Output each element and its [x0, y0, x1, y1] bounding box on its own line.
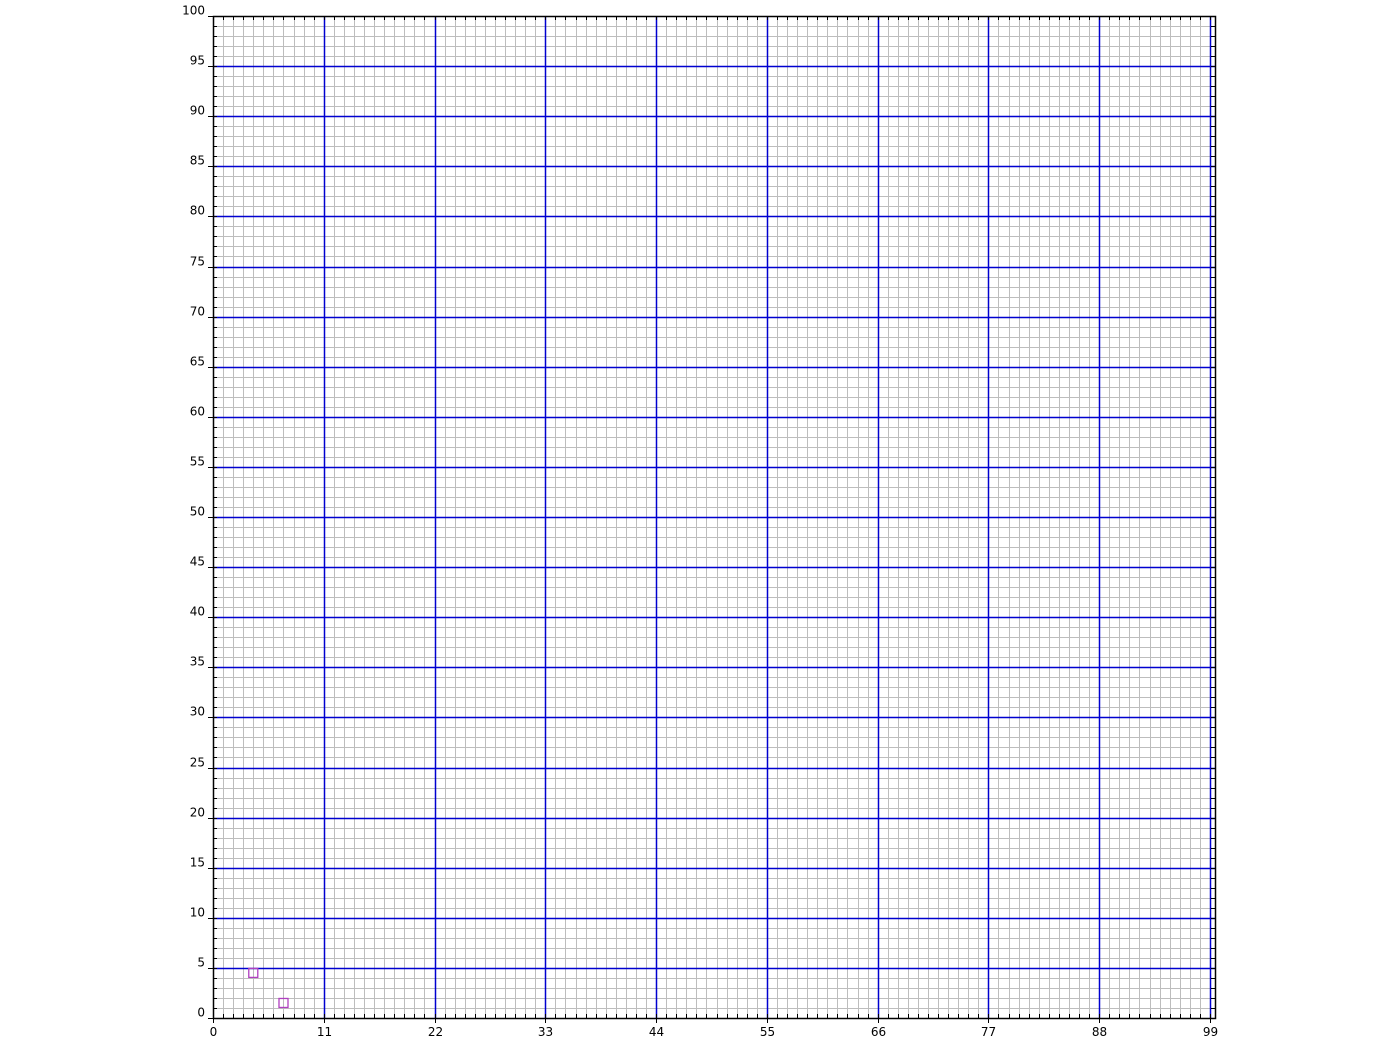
data-point-marker [248, 967, 259, 979]
y-tick-label: 65 [190, 355, 205, 369]
x-tick-label: 33 [538, 1025, 553, 1039]
y-tick-label: 85 [190, 154, 205, 168]
y-tick-label: 25 [190, 756, 205, 770]
data-point-marker [278, 997, 289, 1009]
x-tick-label: 44 [649, 1025, 664, 1039]
y-tick-label: 80 [190, 204, 205, 218]
x-tick-label: 0 [210, 1025, 218, 1039]
y-tick-label: 15 [190, 856, 205, 870]
y-tick-label: 45 [190, 555, 205, 569]
y-tick-label: 70 [190, 305, 205, 319]
x-tick-label: 77 [981, 1025, 996, 1039]
x-tick-label: 22 [428, 1025, 443, 1039]
y-tick-label: 40 [190, 605, 205, 619]
x-tick-label: 99 [1203, 1025, 1218, 1039]
y-tick-label: 100 [182, 4, 205, 18]
y-tick-label: 0 [197, 1006, 205, 1020]
y-tick-label: 50 [190, 505, 205, 519]
x-tick-label: 55 [760, 1025, 775, 1039]
y-tick-label: 90 [190, 104, 205, 118]
y-tick-label: 35 [190, 655, 205, 669]
y-tick-label: 20 [190, 806, 205, 820]
plot-frame [212, 15, 1217, 1020]
y-tick-label: 75 [190, 255, 205, 269]
x-tick-label: 88 [1092, 1025, 1107, 1039]
x-axis-tick-labels: 0 11 22 33 44 55 66 77 88 99 [210, 1025, 1218, 1039]
data-points [248, 967, 289, 1009]
y-tick-label: 55 [190, 455, 205, 469]
y-tick-label: 5 [197, 956, 205, 970]
y-tick-label: 10 [190, 906, 205, 920]
y-tick-label: 60 [190, 405, 205, 419]
y-tick-label: 95 [190, 54, 205, 68]
major-grid [213, 16, 1215, 1018]
y-tick-label: 30 [190, 705, 205, 719]
x-tick-label: 66 [871, 1025, 886, 1039]
y-axis-tick-labels: 0 5 10 15 20 25 30 35 40 45 50 55 60 65 70 75 80 85 90 95 10… [182, 4, 205, 1020]
x-tick-label: 11 [317, 1025, 332, 1039]
